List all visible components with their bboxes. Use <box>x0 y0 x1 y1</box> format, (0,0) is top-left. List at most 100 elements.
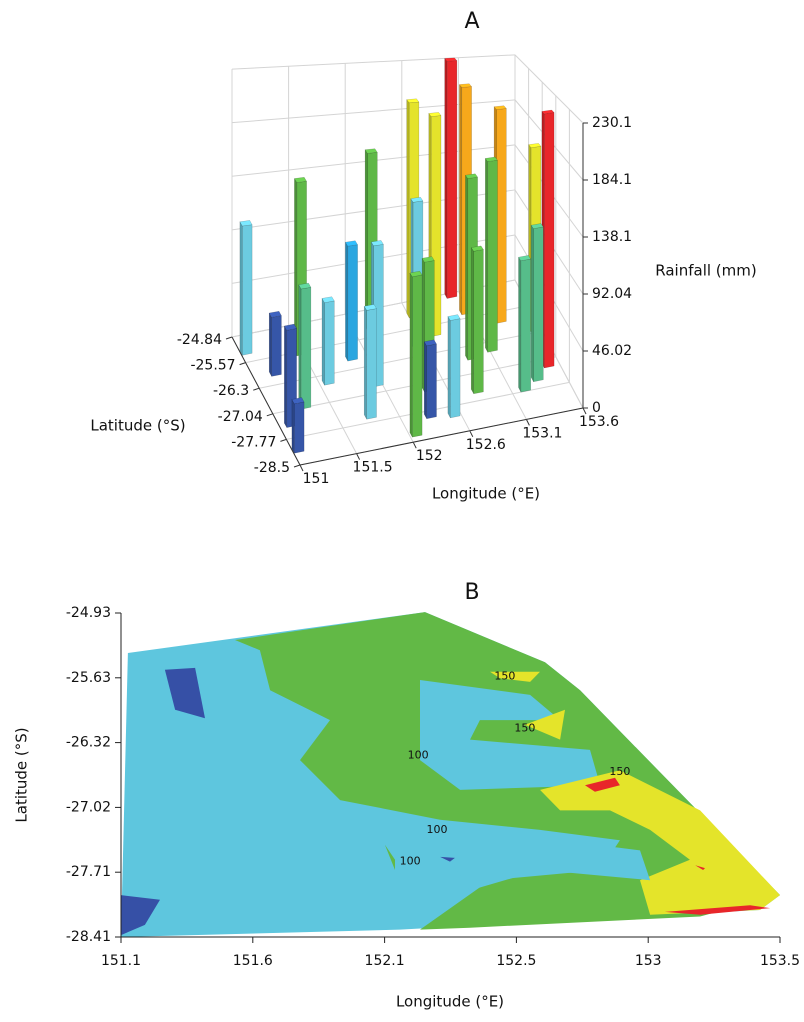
bar <box>426 343 437 420</box>
y-tick-label: -28.5 <box>254 460 290 476</box>
contour-region <box>121 895 160 936</box>
tick-mark <box>253 387 260 391</box>
contour-region <box>384 844 395 870</box>
bar-side <box>364 148 368 331</box>
bar-side <box>406 98 410 318</box>
bar-side <box>298 283 302 410</box>
bar <box>446 60 458 299</box>
bar <box>544 112 555 369</box>
bar-top <box>447 314 461 321</box>
bar-side <box>459 83 463 316</box>
contour-region <box>524 709 565 740</box>
contour-label: 100 <box>408 748 429 761</box>
bar-top <box>363 304 377 311</box>
bar-top <box>493 105 507 110</box>
contour-region <box>440 856 455 862</box>
contour-label: 150 <box>494 669 515 682</box>
bar-side <box>239 220 243 356</box>
bar-side <box>423 340 427 419</box>
bar-top <box>484 156 498 162</box>
contour-region <box>664 905 771 915</box>
bar-side <box>409 272 413 438</box>
x-tick-label: 151.5 <box>353 460 393 476</box>
bar <box>487 159 498 353</box>
bar-side <box>465 174 469 361</box>
contour-region <box>695 865 705 870</box>
bar-top <box>410 196 424 203</box>
tick-mark <box>582 407 587 415</box>
x-tick-label: 153.1 <box>522 425 562 441</box>
bar-top <box>321 296 335 303</box>
bar <box>412 274 423 438</box>
bar-side <box>321 297 325 386</box>
bar <box>520 258 531 393</box>
bar-top <box>541 109 555 115</box>
axis-line <box>231 336 301 466</box>
tick-mark <box>266 413 273 417</box>
y-tick-label: -25.63 <box>66 670 111 686</box>
contour-label: 150 <box>514 721 535 734</box>
contour-label: 100 <box>427 823 448 836</box>
bar-top <box>283 323 297 331</box>
contour-region <box>490 671 540 682</box>
bar <box>324 300 335 386</box>
chart-title: B <box>464 580 479 605</box>
bar-top <box>298 282 312 290</box>
y-tick-label: -24.84 <box>177 332 222 348</box>
contour-region <box>440 840 651 891</box>
bar <box>473 249 484 395</box>
bar-side <box>268 312 272 377</box>
bar-side <box>345 241 349 362</box>
x-tick-label: 151.6 <box>233 953 273 969</box>
x-tick-label: 152.1 <box>365 953 405 969</box>
axis-line <box>299 407 584 466</box>
contour-label: 150 <box>609 765 630 778</box>
bar-top <box>344 240 359 247</box>
bar-top <box>423 339 437 347</box>
y-tick-label: -26.3 <box>213 383 249 399</box>
tick-mark <box>280 438 287 442</box>
x-tick-label: 153 <box>635 953 662 969</box>
y-tick-label: -26.32 <box>66 735 111 751</box>
bar <box>496 108 507 324</box>
bar <box>294 401 305 454</box>
x-tick-label: 152 <box>416 448 443 464</box>
z-tick-label: 184.1 <box>592 172 632 188</box>
x-axis-label: Longitude (°E) <box>432 485 540 503</box>
z-tick-label: 46.02 <box>592 343 632 359</box>
x-tick-label: 151 <box>303 471 330 487</box>
tick-mark <box>225 336 233 340</box>
y-tick-label: -24.93 <box>66 605 111 621</box>
grid-line <box>514 54 584 124</box>
x-axis-label: Longitude (°E) <box>396 993 504 1011</box>
bar <box>271 315 282 377</box>
y-tick-label: -27.02 <box>66 799 111 815</box>
bar <box>347 244 358 362</box>
y-tick-label: -28.41 <box>66 929 111 945</box>
z-axis-label: Rainfall (mm) <box>655 262 756 280</box>
tick-mark <box>525 419 530 426</box>
bar <box>300 287 312 410</box>
bar-side <box>284 325 288 429</box>
bar <box>533 226 544 383</box>
bar-top <box>428 112 442 117</box>
bar-top <box>293 177 308 183</box>
tick-mark <box>356 453 361 460</box>
y-axis-label: Latitude (°S) <box>13 727 31 822</box>
y-axis-label: Latitude (°S) <box>90 417 185 435</box>
tick-mark <box>299 464 304 472</box>
y-tick-label: -27.71 <box>66 864 111 880</box>
bar-side <box>518 256 522 393</box>
x-tick-label: 152.6 <box>466 437 506 453</box>
chart-title: A <box>464 9 479 34</box>
grid-line <box>231 54 516 70</box>
bar-side <box>530 224 534 382</box>
bar-top <box>291 397 305 405</box>
x-tick-label: 153.5 <box>760 953 800 969</box>
bar <box>242 224 253 356</box>
tick-mark <box>239 362 246 366</box>
tick-mark <box>412 441 417 449</box>
bar-top <box>406 98 420 104</box>
